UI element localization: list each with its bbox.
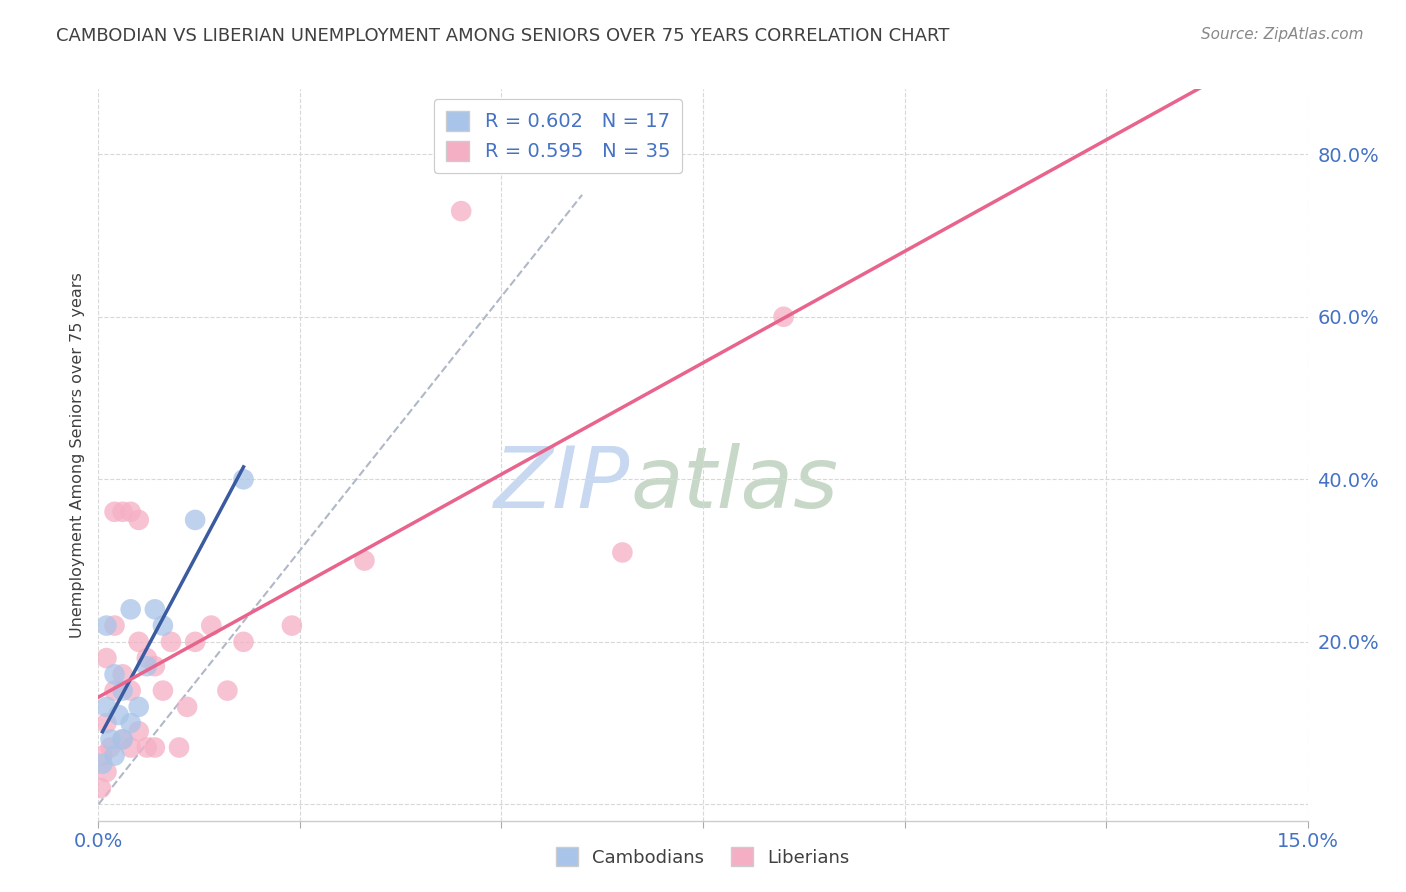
Point	[143, 740, 166, 755]
Point	[96, 618, 118, 632]
Point	[91, 748, 114, 763]
Point	[103, 667, 125, 681]
Point	[103, 505, 125, 519]
Point	[111, 505, 134, 519]
Point	[232, 635, 254, 649]
Text: Source: ZipAtlas.com: Source: ZipAtlas.com	[1201, 27, 1364, 42]
Point	[217, 683, 239, 698]
Point	[103, 683, 125, 698]
Point	[90, 781, 112, 796]
Point	[160, 635, 183, 649]
Point	[128, 513, 150, 527]
Point	[96, 764, 118, 779]
Y-axis label: Unemployment Among Seniors over 75 years: Unemployment Among Seniors over 75 years	[69, 272, 84, 638]
Point	[120, 740, 142, 755]
Point	[120, 505, 142, 519]
Point	[135, 651, 157, 665]
Point	[612, 545, 634, 559]
Text: ZIP: ZIP	[494, 442, 630, 525]
Point	[176, 699, 198, 714]
Point	[184, 513, 207, 527]
Point	[100, 732, 122, 747]
Point	[111, 683, 134, 698]
Point	[143, 602, 166, 616]
Point	[128, 635, 150, 649]
Point	[281, 618, 304, 632]
Point	[772, 310, 794, 324]
Point	[103, 618, 125, 632]
Point	[184, 635, 207, 649]
Text: atlas: atlas	[630, 442, 838, 525]
Point	[135, 740, 157, 755]
Legend: Cambodians, Liberians: Cambodians, Liberians	[548, 840, 858, 874]
Point	[152, 683, 174, 698]
Point	[120, 716, 142, 731]
Point	[200, 618, 222, 632]
Point	[111, 732, 134, 747]
Point	[135, 659, 157, 673]
Point	[152, 618, 174, 632]
Point	[96, 699, 118, 714]
Point	[120, 602, 142, 616]
Point	[167, 740, 190, 755]
Point	[232, 472, 254, 486]
Point	[353, 553, 375, 567]
Point	[103, 748, 125, 763]
Point	[100, 740, 122, 755]
Point	[96, 716, 118, 731]
Point	[91, 756, 114, 771]
Point	[450, 204, 472, 219]
Point	[111, 732, 134, 747]
Point	[96, 651, 118, 665]
Point	[128, 724, 150, 739]
Legend: R = 0.602   N = 17, R = 0.595   N = 35: R = 0.602 N = 17, R = 0.595 N = 35	[434, 99, 682, 173]
Text: CAMBODIAN VS LIBERIAN UNEMPLOYMENT AMONG SENIORS OVER 75 YEARS CORRELATION CHART: CAMBODIAN VS LIBERIAN UNEMPLOYMENT AMONG…	[56, 27, 949, 45]
Point	[128, 699, 150, 714]
Point	[111, 667, 134, 681]
Point	[143, 659, 166, 673]
Point	[107, 708, 129, 723]
Point	[120, 683, 142, 698]
